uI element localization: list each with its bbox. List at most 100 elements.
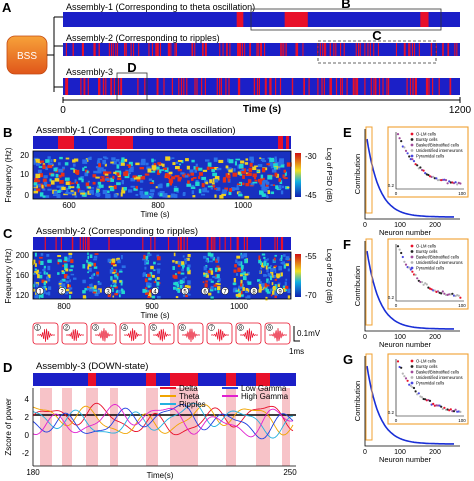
panel-c-spec-cell-494	[277, 284, 280, 287]
panel-c-spec-cell-501	[245, 296, 248, 300]
panel-c-spec-cell-483	[247, 281, 252, 285]
panel-b-spec-cell-426	[120, 159, 125, 163]
panel-c-ytick-200: 200	[16, 251, 30, 260]
panel-b-spec-cell-308	[135, 185, 138, 189]
panel-g-inset-axes	[395, 359, 464, 417]
panel-c-spec-cell-383	[120, 288, 124, 292]
panel-e-contribution-curve	[366, 138, 454, 218]
panel-b-spec-cell-234	[144, 173, 150, 176]
panel-b-spec-cell-158	[272, 184, 276, 186]
panel-b-spec-cell-443	[159, 169, 164, 171]
panel-c-spec-cell-37	[266, 262, 269, 266]
panel-c-spec-cell-5	[43, 285, 47, 289]
panel-c-spec-cell-298	[285, 289, 288, 292]
panel-g-inset-point-15	[420, 396, 424, 399]
panel-b-spec-cell-329	[53, 159, 56, 163]
panel-b-spec-cell-463	[96, 161, 101, 165]
panel-c-ripple-markers: 1 2 3 4 5 6 7 8 9	[36, 287, 284, 296]
panel-c-spec-cell-121	[34, 268, 37, 271]
panel-c-spike-33	[219, 237, 221, 250]
assembly3-spike-51	[99, 78, 101, 95]
panel-e-inset-point-14	[419, 166, 422, 169]
panel-c-spec-cell-134	[153, 281, 157, 283]
panel-c-spec-cell-310	[182, 264, 185, 268]
panel-f-inset-point-1	[398, 248, 401, 251]
panel-b-spec-cell-447	[147, 168, 152, 173]
panel-b-spec-cell-465	[214, 188, 218, 190]
assembly2-spike-14	[260, 43, 262, 56]
panel-b-spec-cell-318	[271, 169, 275, 173]
panel-b-spec-cell-19	[159, 193, 164, 197]
assembly3-spike-11	[409, 78, 412, 95]
ripple-marker-5	[181, 287, 189, 295]
panel-b-spec-cell-427	[50, 180, 55, 185]
assembly3-spike-31	[228, 78, 230, 95]
panel-b-spec-cell-372	[37, 179, 41, 183]
panel-b-spec-cell-409	[250, 184, 254, 187]
panel-b-frame	[32, 150, 292, 200]
panel-g-legend-dot-4	[410, 381, 414, 385]
ripple-marker-label-4: 4	[153, 290, 157, 296]
panel-c-spec-cell-163	[187, 293, 191, 296]
raster-assembly-1	[63, 12, 460, 27]
panel-b-spec-cell-403	[198, 172, 203, 176]
panel-b-cbar-bottom: -45	[305, 191, 317, 200]
assembly2-spike-50	[364, 43, 366, 56]
assembly2-spike-51	[322, 43, 324, 56]
panel-b-spec-cell-434	[249, 162, 253, 167]
panel-b-spec-cell-292	[140, 187, 143, 190]
panel-e-inset-point-22	[432, 175, 435, 178]
panel-b-spec-cell-384	[129, 168, 134, 173]
panel-c-spec-cell-417	[259, 270, 262, 274]
legend-label-highgamma: High Gamma	[241, 392, 289, 401]
panel-c-spec-cell-179	[144, 287, 148, 290]
panel-d-xlabel: Time(s)	[147, 471, 174, 480]
panel-c-spec-cell-378	[182, 284, 184, 290]
panel-b-spec-cell-171	[286, 162, 292, 167]
panel-c-spec-cell-196	[175, 260, 179, 264]
panel-c-spec-cell-517	[210, 256, 214, 259]
panel-b-spec-cell-328	[122, 158, 128, 162]
panel-c-spec-cell-275	[282, 288, 287, 292]
panel-b: B Assembly-1 (Corresponding to theta osc…	[3, 125, 334, 219]
assembly2-spike-84	[148, 43, 150, 56]
panel-c-spec-cell-15	[64, 292, 69, 295]
panel-b-spec-cell-408	[283, 169, 287, 173]
panel-b-spec-cell-275	[242, 174, 245, 179]
panel-b-spec-cell-518	[116, 172, 120, 176]
assembly2-spike-0	[257, 43, 259, 56]
panel-c-spec-cell-82	[89, 287, 93, 290]
panel-c-spec-cell-80	[267, 258, 269, 261]
panel-c-spec-cell-16	[205, 274, 209, 278]
panel-b-spec-cell-283	[36, 163, 41, 166]
panel-e-inset-point-19	[427, 173, 430, 177]
panel-c-spec-cell-454	[205, 280, 208, 283]
panel-f-xtick-100: 100	[394, 334, 406, 341]
ripple-box-index-1: 1	[36, 326, 39, 332]
assembly2-spike-102	[418, 43, 420, 56]
panel-c-spec-cell-194	[174, 281, 179, 286]
panel-b-spec-cell-431	[278, 185, 282, 190]
panel-c-spec-cell-142	[258, 283, 262, 287]
assembly2-spike-7	[411, 43, 413, 56]
panel-b-spec-cell-245	[38, 166, 43, 168]
panel-c-spec-cell-53	[114, 286, 118, 289]
ripple-box-index-circle-9	[266, 324, 273, 331]
panel-c-spec-cell-442	[38, 260, 41, 265]
legend-label-theta: Theta	[179, 392, 200, 401]
panel-c-spec-cell-88	[57, 260, 60, 265]
panel-e-inset-point-6	[406, 152, 409, 155]
panel-c-spec-cell-493	[66, 291, 70, 294]
panel-b-spec-cell-214	[113, 171, 117, 174]
panel-c-spec-cell-147	[274, 268, 277, 274]
panel-b-spec-cell-54	[170, 193, 176, 198]
assembly2-spike-40	[202, 43, 204, 56]
panel-c-spec-cell-511	[184, 276, 187, 279]
panel-c-spec-cell-372	[45, 272, 49, 275]
assembly3-spike-90	[171, 78, 173, 95]
panel-g-inset	[387, 353, 469, 425]
ripple-marker-1	[36, 287, 44, 295]
panel-f-inset-xtick-1: 100	[458, 303, 466, 308]
ripple-box-index-circle-3	[92, 324, 99, 331]
assembly3-spike-42	[406, 78, 408, 95]
